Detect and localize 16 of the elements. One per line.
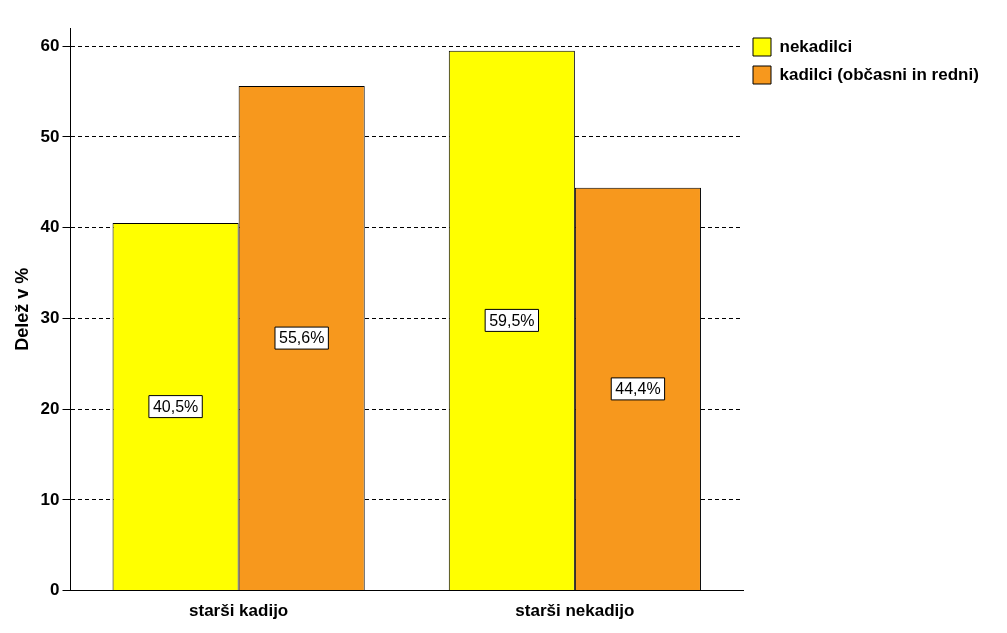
y-tick-label: 50 (40, 126, 60, 146)
y-tick-label: 40 (40, 217, 60, 237)
data-label: 40,5% (152, 398, 199, 415)
y-tick-label: 20 (40, 398, 60, 418)
y-tick-label: 0 (50, 580, 60, 600)
legend-label: kadilci (občasni in redni) (779, 64, 979, 84)
x-tick-label: starši nekadijo (515, 601, 635, 621)
data-label: 55,6% (278, 329, 325, 347)
y-tick-label: 60 (40, 35, 60, 55)
y-tick-label: 10 (40, 489, 60, 509)
y-axis-title: Delež v % (11, 267, 32, 351)
x-tick-label: starši kadijo (189, 601, 289, 621)
y-tick-label: 30 (40, 308, 60, 328)
data-label: 44,4% (615, 380, 661, 398)
data-label: 59,5% (489, 311, 535, 329)
legend-label: nekadilci (779, 36, 853, 56)
